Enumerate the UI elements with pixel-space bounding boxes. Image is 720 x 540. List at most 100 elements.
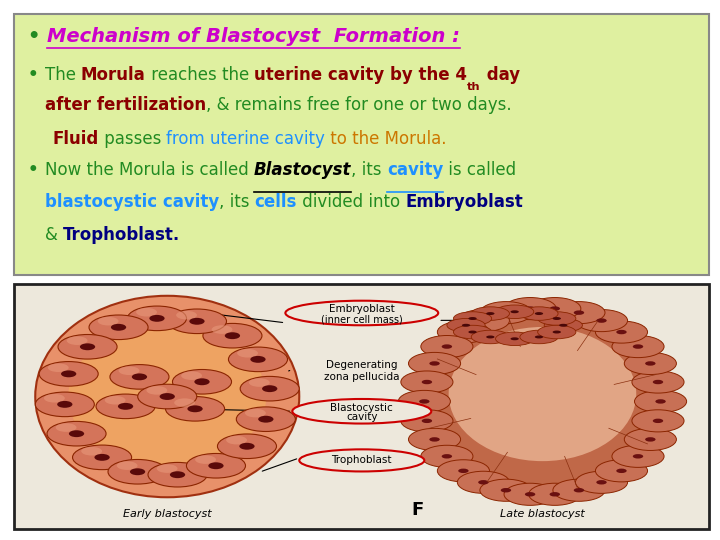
Ellipse shape [401,410,453,432]
Ellipse shape [98,317,119,326]
Ellipse shape [217,434,276,458]
Ellipse shape [653,380,663,384]
Ellipse shape [596,319,607,323]
Ellipse shape [408,428,461,450]
Ellipse shape [478,319,489,323]
Ellipse shape [595,460,647,482]
Ellipse shape [655,399,666,403]
Ellipse shape [422,380,432,384]
Ellipse shape [495,305,534,319]
Ellipse shape [528,298,581,320]
Ellipse shape [104,396,125,404]
Ellipse shape [166,396,225,421]
Ellipse shape [195,455,216,464]
Ellipse shape [441,345,452,349]
Text: Mechanism of Blastocyst  Formation :: Mechanism of Blastocyst Formation : [48,26,460,45]
Text: from uterine cavity: from uterine cavity [166,130,325,148]
Ellipse shape [408,353,461,375]
Ellipse shape [486,312,495,315]
Ellipse shape [520,307,558,320]
Ellipse shape [239,443,255,450]
Text: Embryoblast: Embryoblast [329,305,395,314]
Ellipse shape [157,464,178,473]
Ellipse shape [300,449,424,471]
Text: Blastocyst: Blastocyst [253,161,351,179]
Text: , its: , its [219,193,255,211]
Ellipse shape [44,394,65,402]
Text: Trophoblast.: Trophoblast. [63,226,180,244]
Ellipse shape [575,309,628,332]
Ellipse shape [170,471,185,478]
Ellipse shape [96,394,155,418]
Ellipse shape [553,330,561,334]
Ellipse shape [437,321,490,343]
Ellipse shape [160,393,175,400]
Ellipse shape [645,437,656,442]
Ellipse shape [504,298,556,320]
Ellipse shape [538,312,576,325]
Ellipse shape [500,310,511,315]
Ellipse shape [500,488,511,492]
Ellipse shape [225,332,240,339]
Ellipse shape [634,390,687,413]
Ellipse shape [549,492,560,496]
Ellipse shape [544,319,582,332]
Ellipse shape [127,306,186,330]
Text: Degenerating: Degenerating [326,360,397,369]
Ellipse shape [174,399,195,407]
Ellipse shape [437,460,490,482]
Ellipse shape [457,471,510,494]
Ellipse shape [645,361,656,366]
Ellipse shape [249,378,270,387]
Text: F: F [411,501,423,519]
Ellipse shape [149,315,165,322]
Ellipse shape [549,306,560,311]
Ellipse shape [504,483,556,505]
Ellipse shape [538,325,576,339]
Ellipse shape [471,307,510,320]
Ellipse shape [596,480,607,484]
Ellipse shape [520,330,558,344]
Text: •: • [28,161,45,179]
Ellipse shape [480,301,532,323]
Ellipse shape [111,324,126,330]
Text: &: & [45,226,63,244]
Text: day: day [481,66,520,84]
Ellipse shape [189,318,204,325]
Ellipse shape [449,327,636,461]
Ellipse shape [495,332,534,346]
Ellipse shape [574,310,584,315]
Text: th: th [467,82,481,92]
Ellipse shape [441,454,452,458]
Ellipse shape [194,379,210,385]
Text: divided into: divided into [297,193,405,211]
Text: cavity: cavity [346,413,377,422]
Ellipse shape [237,349,258,357]
Text: blastocystic cavity: blastocystic cavity [45,193,219,211]
Ellipse shape [89,315,148,340]
Ellipse shape [181,372,202,380]
Text: to the Morula.: to the Morula. [325,130,447,148]
Ellipse shape [612,446,664,468]
Text: The: The [45,66,81,84]
Ellipse shape [138,384,197,409]
Ellipse shape [429,361,440,366]
Ellipse shape [510,338,519,340]
Ellipse shape [418,306,667,497]
Ellipse shape [69,430,84,437]
Ellipse shape [510,310,519,313]
Ellipse shape [447,319,485,332]
Text: , its: , its [351,161,387,179]
Text: Now the Morula is called: Now the Morula is called [45,161,253,179]
Ellipse shape [245,409,266,417]
Ellipse shape [595,321,647,343]
Ellipse shape [420,335,473,357]
Ellipse shape [612,335,664,357]
Ellipse shape [419,399,430,403]
Ellipse shape [48,363,68,372]
Ellipse shape [251,356,266,363]
Ellipse shape [420,446,473,468]
Text: (inner cell mass): (inner cell mass) [321,314,402,324]
Ellipse shape [80,343,95,350]
Ellipse shape [632,371,684,393]
